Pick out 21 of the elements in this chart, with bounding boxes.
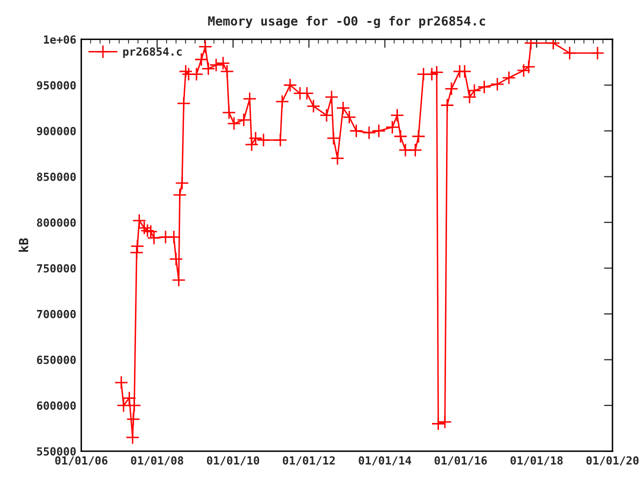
- x-tick-label: 01/01/08: [131, 456, 184, 466]
- y-tick-label: 900000: [36, 126, 76, 136]
- y-tick-label: 800000: [36, 218, 76, 227]
- chart-title: Memory usage for -O0 -g for pr26854.c: [208, 16, 486, 28]
- y-axis-title: kB: [18, 238, 28, 252]
- y-tick-label: 950000: [36, 81, 76, 90]
- y-tick-label: 750000: [37, 264, 76, 273]
- y-tick-label: 1e+06: [44, 35, 76, 44]
- legend-label: pr26854.c: [123, 47, 182, 58]
- x-tick-label: 01/01/06: [55, 456, 108, 466]
- y-tick-label: 650000: [36, 356, 76, 364]
- y-tick-label: 700000: [37, 310, 76, 318]
- y-tick-label: 850000: [36, 172, 76, 182]
- x-tick-label: 01/01/16: [434, 456, 487, 466]
- y-tick-label: 550000: [37, 447, 76, 456]
- x-tick-label: 01/01/18: [510, 456, 563, 466]
- y-tick-label: 600000: [36, 401, 76, 410]
- x-tick-label: 01/01/14: [358, 456, 412, 466]
- x-tick-label: 01/01/10: [206, 456, 260, 466]
- x-tick-label: 01/01/12: [282, 456, 335, 466]
- x-tick-label: 01/01/20: [586, 456, 639, 466]
